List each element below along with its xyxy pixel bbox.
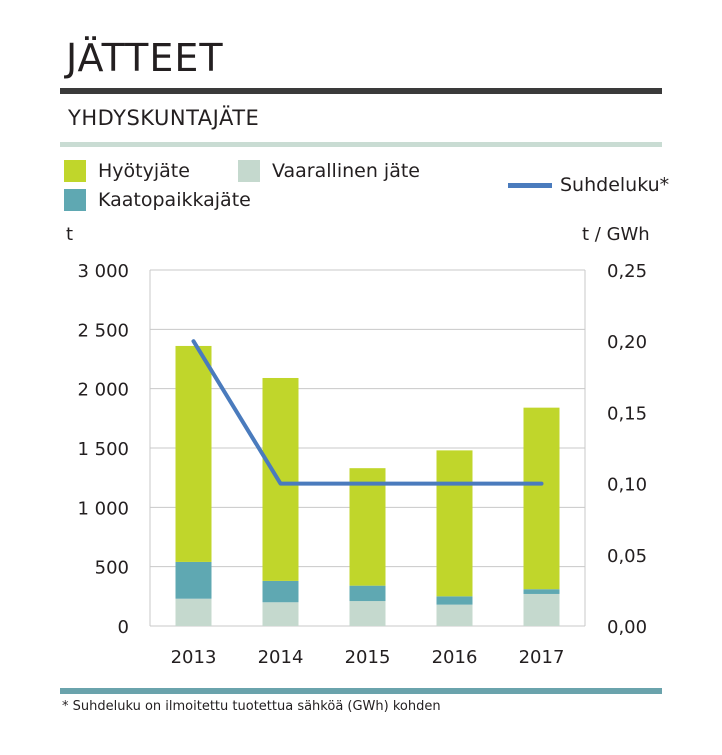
- x-tick-label: 2016: [432, 647, 478, 668]
- y-right-tick-label: 0,10: [607, 475, 647, 496]
- x-tick-label: 2013: [171, 647, 217, 668]
- page-title: JÄTTEET: [66, 36, 224, 80]
- y-right-tick-label: 0,05: [607, 546, 647, 567]
- title-rule: [60, 88, 662, 94]
- bar-kaatopaikkajäte-2013: [175, 561, 212, 599]
- bar-kaatopaikkajäte-2014: [262, 580, 299, 603]
- bar-kaatopaikkajäte-2016: [436, 596, 473, 605]
- legend-label-suhdeluku: Suhdeluku*: [560, 174, 670, 196]
- bar-vaarallinen-jäte-2017: [523, 593, 560, 626]
- x-tick-label: 2017: [519, 647, 565, 668]
- y-right-tick-label: 0,15: [607, 403, 647, 424]
- footnote: * Suhdeluku on ilmoitettu tuotettua sähk…: [62, 699, 441, 714]
- y-tick-label: 2 000: [77, 380, 129, 401]
- bar-vaarallinen-jäte-2014: [262, 602, 299, 626]
- y-tick-label: 2 500: [77, 320, 129, 341]
- legend-swatch-suhdeluku: [508, 182, 552, 188]
- y-tick-label: 3 000: [77, 261, 129, 282]
- bar-hyötyjäte-2014: [262, 377, 299, 581]
- legend-item-suhdeluku: Suhdeluku*: [508, 174, 669, 196]
- bar-vaarallinen-jäte-2013: [175, 598, 212, 626]
- legend-swatch-vaarallinen: [238, 160, 260, 182]
- subtitle-rule: [60, 142, 662, 147]
- bar-vaarallinen-jäte-2016: [436, 604, 473, 626]
- bar-hyötyjäte-2016: [436, 450, 473, 597]
- legend-label-vaarallinen: Vaarallinen jäte: [272, 160, 420, 182]
- bar-hyötyjäte-2013: [175, 345, 212, 562]
- legend-swatch-hyotyjate: [64, 160, 86, 182]
- legend-item-vaarallinen: Vaarallinen jäte: [238, 160, 420, 182]
- chart-subtitle: YHDYSKUNTAJÄTE: [68, 106, 260, 130]
- legend-swatch-kaatopaikkajate: [64, 189, 86, 211]
- y-right-tick-label: 0,25: [607, 261, 647, 282]
- bar-hyötyjäte-2015: [349, 468, 386, 586]
- footer-rule: [60, 688, 662, 694]
- y-right-tick-label: 0,20: [607, 332, 647, 353]
- y-tick-label: 500: [95, 558, 129, 579]
- bar-hyötyjäte-2017: [523, 407, 560, 590]
- legend-label-hyotyjate: Hyötyjäte: [98, 160, 190, 182]
- y-tick-label: 1 000: [77, 498, 129, 519]
- bar-kaatopaikkajäte-2015: [349, 585, 386, 602]
- x-tick-label: 2014: [258, 647, 304, 668]
- y-tick-label: 0: [118, 617, 129, 638]
- bar-kaatopaikkajäte-2017: [523, 589, 560, 594]
- legend-item-hyotyjate: Hyötyjäte: [64, 160, 190, 182]
- y-right-tick-label: 0,00: [607, 617, 647, 638]
- right-axis-unit: t / GWh: [582, 224, 650, 245]
- legend-label-kaatopaikkajate: Kaatopaikkajäte: [98, 189, 251, 211]
- x-tick-label: 2015: [345, 647, 391, 668]
- y-tick-label: 1 500: [77, 439, 129, 460]
- bar-vaarallinen-jäte-2015: [349, 601, 386, 626]
- left-axis-unit: t: [66, 224, 74, 245]
- suhdeluku-line: [191, 339, 544, 486]
- legend-item-kaatopaikkajate: Kaatopaikkajäte: [64, 189, 251, 211]
